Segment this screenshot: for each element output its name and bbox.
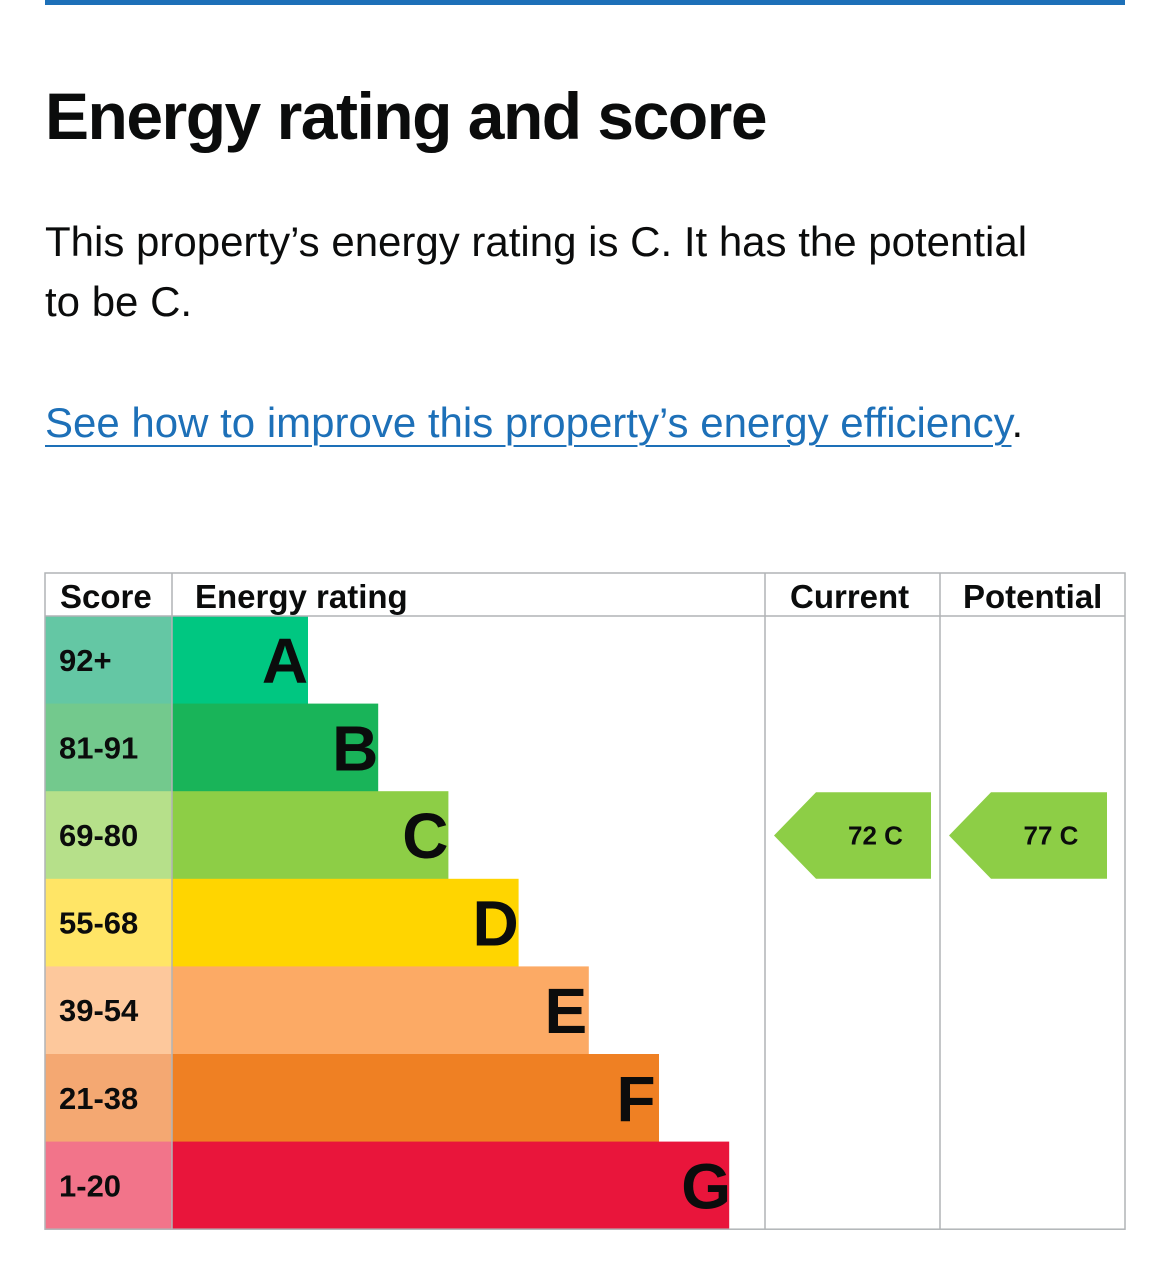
rating-letter-g: G [681,1150,731,1222]
score-cell-c [45,791,172,880]
rating-bar-e [172,966,589,1055]
score-cell-f [45,1054,172,1143]
rating-bar-a [172,616,308,705]
potential-rating-label: 77 C [1024,821,1079,851]
current-rating-label: 72 C [848,821,903,851]
rating-bar-d [172,878,519,967]
score-cell-e [45,966,172,1055]
rating-letter-e: E [544,975,587,1047]
rating-letter-c: C [402,800,448,872]
header-potential: Potential [963,578,1102,615]
header-current: Current [790,578,909,615]
improve-link-paragraph: See how to improve this property’s energ… [45,392,1045,454]
rating-bar-c [172,791,449,880]
table-border [44,572,1126,1230]
score-cell-g [45,1141,172,1230]
score-label-g: 1-20 [59,1168,121,1203]
header-energy-rating: Energy rating [195,578,408,615]
header-score: Score [60,578,152,615]
page-title: Energy rating and score [45,79,768,153]
link-suffix: . [1011,399,1024,446]
rating-letter-a: A [262,625,308,697]
score-label-d: 55-68 [59,906,138,941]
score-cell-a [45,616,172,705]
score-label-b: 81-91 [59,730,138,765]
rating-letter-d: D [472,888,518,960]
score-label-f: 21-38 [59,1081,138,1116]
score-label-e: 39-54 [59,993,139,1028]
rating-letter-f: F [616,1063,655,1135]
rating-bar-f [172,1054,659,1143]
current-rating-pointer [774,792,931,879]
rating-summary: This property’s energy rating is C. It h… [45,218,1028,325]
score-label-c: 69-80 [59,818,138,853]
potential-rating-pointer [949,792,1107,879]
rating-bar-g [172,1141,730,1230]
top-rule [45,0,1125,5]
score-cell-d [45,878,172,967]
rating-bar-b [172,703,379,792]
rating-letter-b: B [332,712,378,784]
score-label-a: 92+ [59,643,112,678]
score-cell-b [45,703,172,792]
improve-efficiency-link[interactable]: See how to improve this property’s energ… [45,399,1012,446]
